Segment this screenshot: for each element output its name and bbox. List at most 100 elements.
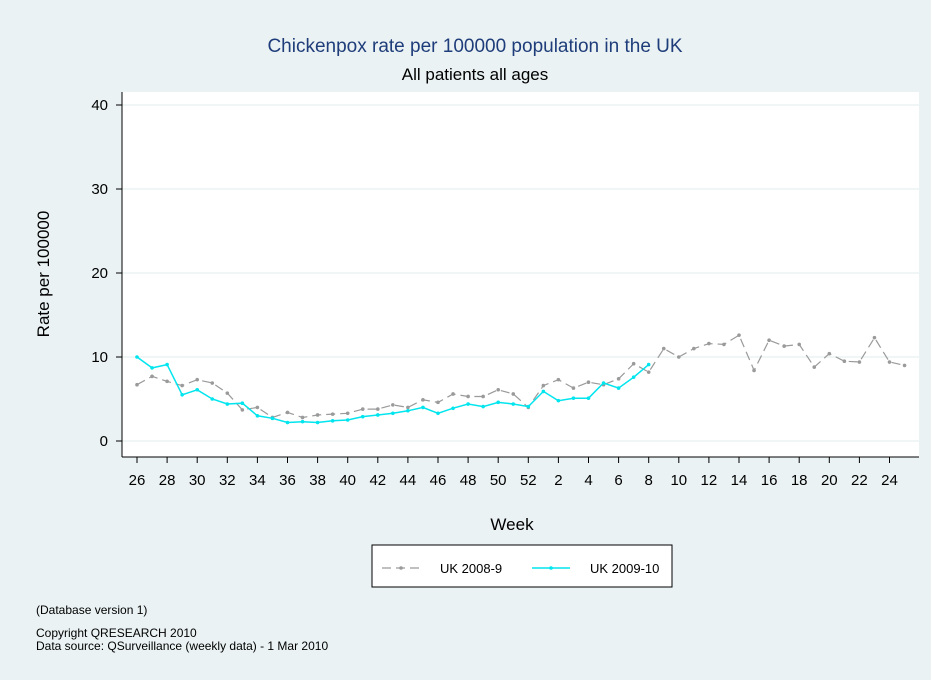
data-point xyxy=(285,420,290,425)
x-tick-label: 36 xyxy=(279,472,296,489)
x-tick-label: 6 xyxy=(614,472,622,489)
chart-subtitle: All patients all ages xyxy=(402,65,548,84)
data-point xyxy=(646,370,651,374)
series-line-1 xyxy=(136,334,905,419)
chart-title: Chickenpox rate per 100000 population in… xyxy=(267,36,682,57)
data-point xyxy=(210,381,215,385)
y-tick-label: 0 xyxy=(100,433,108,450)
data-point xyxy=(526,404,531,409)
legend-marker xyxy=(399,566,403,570)
data-point xyxy=(631,361,636,366)
data-point xyxy=(421,398,425,402)
footer-db-version: (Database version 1) xyxy=(36,603,147,617)
data-point xyxy=(812,365,817,369)
x-axis-ticks: 26 28 30 32 34 36 38 40 42 44 46 48 50 52 2 4 6 8 10 12 14 16… xyxy=(129,457,898,489)
data-point xyxy=(255,414,260,418)
plot-area xyxy=(122,92,919,457)
data-point xyxy=(436,411,440,416)
data-point xyxy=(180,393,184,397)
data-point xyxy=(827,351,832,356)
data-point xyxy=(376,407,380,411)
y-tick-label: 40 xyxy=(91,97,108,114)
data-point xyxy=(481,394,485,399)
footer-source: Data source: QSurveillance (weekly data)… xyxy=(36,639,328,653)
x-tick-label: 16 xyxy=(761,472,778,489)
data-point xyxy=(481,404,485,409)
data-point xyxy=(225,391,230,395)
x-tick-label: 18 xyxy=(791,472,808,489)
y-axis-label: Rate per 100000 xyxy=(34,211,53,338)
data-point xyxy=(496,387,501,392)
data-point xyxy=(797,342,801,347)
data-point xyxy=(782,344,786,348)
x-tick-label: 24 xyxy=(881,472,898,489)
data-point xyxy=(150,374,154,379)
data-point xyxy=(240,401,245,406)
data-point xyxy=(872,335,877,340)
data-point xyxy=(330,412,335,416)
data-point xyxy=(692,346,696,351)
data-point xyxy=(360,414,365,419)
data-point xyxy=(300,415,305,420)
data-point xyxy=(571,396,576,400)
data-point xyxy=(135,382,139,387)
x-tick-label: 10 xyxy=(670,472,687,489)
data-point xyxy=(270,416,275,421)
data-point xyxy=(195,377,199,382)
data-point xyxy=(451,392,455,396)
legend-box xyxy=(371,544,673,588)
x-tick-label: 2 xyxy=(554,472,562,489)
data-point xyxy=(195,387,199,392)
data-point xyxy=(541,389,546,394)
data-point xyxy=(511,402,516,406)
data-point xyxy=(556,377,561,382)
x-tick-label: 8 xyxy=(645,472,653,489)
x-tick-label: 48 xyxy=(460,472,477,489)
data-point xyxy=(376,413,380,417)
legend: UK 2008-9 UK 2009-10 xyxy=(371,544,673,588)
data-point xyxy=(466,394,470,399)
y-tick-label: 10 xyxy=(91,349,108,366)
data-point xyxy=(887,360,892,364)
x-tick-label: 40 xyxy=(339,472,356,489)
y-tick-label: 20 xyxy=(91,265,108,282)
data-point xyxy=(330,419,335,423)
x-tick-label: 12 xyxy=(701,472,718,489)
series-layer xyxy=(135,333,907,425)
data-point xyxy=(406,405,410,410)
data-point xyxy=(722,342,726,347)
data-point xyxy=(646,362,651,367)
legend-label-2: UK 2009-10 xyxy=(590,561,659,576)
data-point xyxy=(511,392,516,396)
x-tick-label: 26 xyxy=(129,472,146,489)
x-axis-label: Week xyxy=(490,515,534,534)
data-point xyxy=(240,408,245,412)
data-point xyxy=(752,368,756,373)
data-point xyxy=(466,402,470,406)
data-point xyxy=(180,383,184,388)
x-tick-label: 34 xyxy=(249,472,266,489)
data-point xyxy=(661,346,666,351)
data-point xyxy=(616,377,621,381)
data-point xyxy=(842,359,847,364)
data-point xyxy=(451,406,455,411)
data-point xyxy=(225,402,230,406)
data-point xyxy=(436,400,440,405)
data-point xyxy=(421,405,425,410)
data-point xyxy=(135,355,139,359)
data-point xyxy=(616,386,621,390)
x-tick-label: 42 xyxy=(369,472,386,489)
x-tick-label: 44 xyxy=(400,472,417,489)
data-point xyxy=(496,400,501,405)
data-point xyxy=(737,333,741,337)
x-tick-label: 52 xyxy=(520,472,537,489)
data-point xyxy=(902,363,907,368)
data-point xyxy=(150,366,154,370)
data-point xyxy=(210,397,215,401)
legend-label-1: UK 2008-9 xyxy=(440,561,502,576)
data-point xyxy=(345,418,350,422)
data-point xyxy=(556,398,561,403)
data-point xyxy=(345,411,350,416)
x-tick-label: 46 xyxy=(430,472,447,489)
